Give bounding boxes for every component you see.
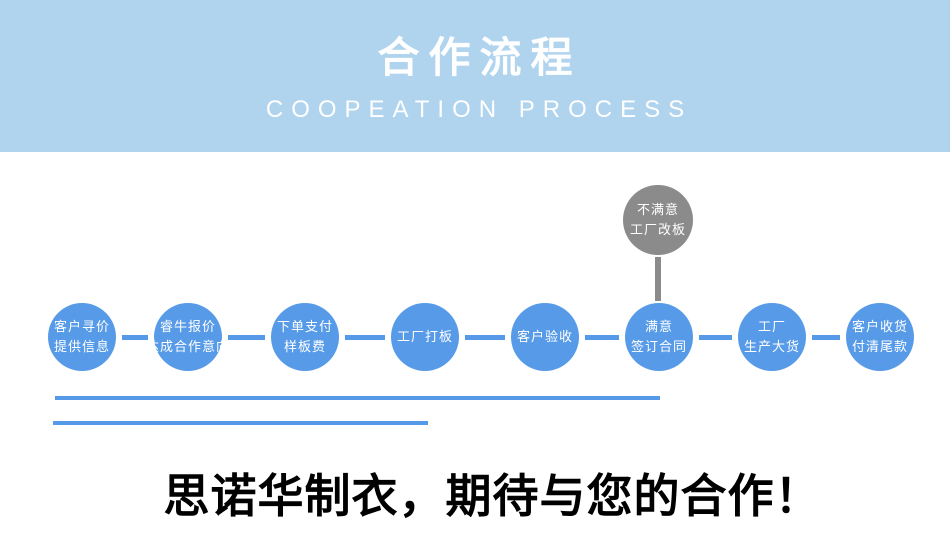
process-step-label: 满意 [644,319,673,334]
process-step-node: 满意 签订合同 [625,303,693,371]
decorative-underline-short [53,421,428,425]
process-step-label: 生产大货 [743,339,800,354]
process-step-node: 客户寻价 提供信息 [48,303,116,371]
alternate-step-node: 不满意 工厂改板 [623,185,693,255]
process-step-label: 样板费 [283,339,326,354]
step-connector-line [812,335,840,340]
step-connector-line [699,335,732,340]
process-step-label: 签订合同 [630,339,687,354]
process-step-label: 工厂打板 [396,329,453,344]
page-title: 合作流程 [377,34,582,81]
process-step-label: 客户收货 [851,319,908,334]
process-step-node: 工厂打板 [391,303,459,371]
process-step-label: 客户验收 [516,329,573,344]
footer-slogan: 思诺华制衣，期待与您的合作！ [163,471,822,522]
process-step-label: 提供信息 [53,339,110,354]
process-step-node: 客户收货 付清尾款 [846,303,914,371]
process-step-label: 客户寻价 [53,319,110,334]
page-subtitle: COOPEATION PROCESS [265,96,693,123]
header-banner: 合作流程 COOPEATION PROCESS [0,0,950,152]
step-connector-line [122,335,148,340]
process-step-node: 下单支付 样板费 [271,303,339,371]
process-step-label: 不满意 [636,202,679,217]
process-step-label: 达成合作意向 [146,339,231,354]
alternate-connector-line [655,257,661,301]
step-connector-line [465,335,505,340]
process-step-label: 工厂 [757,319,786,334]
step-connector-line [585,335,619,340]
decorative-underline-long [55,396,660,400]
process-step-label: 睿牛报价 [159,319,216,334]
process-step-label: 工厂改板 [629,222,686,237]
process-step-label: 付清尾款 [851,339,908,354]
process-step-node: 客户验收 [511,303,579,371]
step-connector-line [345,335,385,340]
process-step-node: 工厂 生产大货 [738,303,806,371]
step-connector-line [228,335,265,340]
process-step-node: 睿牛报价达成合作意向 [146,303,229,371]
process-step-label: 下单支付 [276,319,333,334]
